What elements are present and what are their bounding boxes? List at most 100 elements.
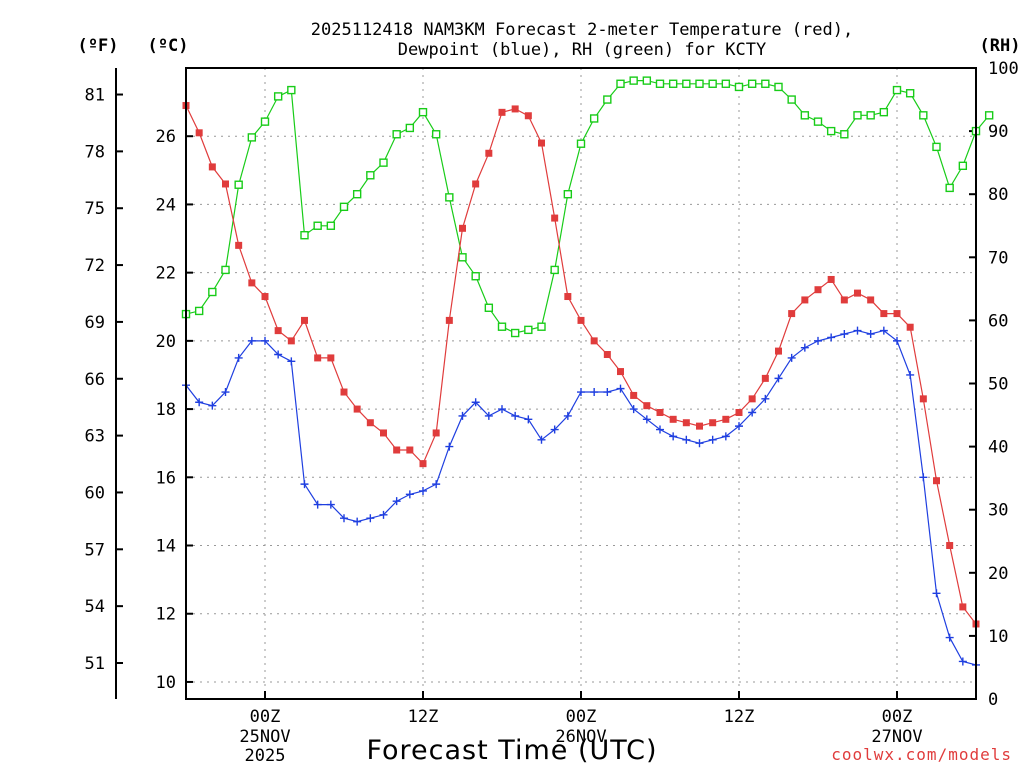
rh-tick-label: 100 — [988, 59, 1019, 79]
rh-point — [774, 82, 783, 92]
rh-point — [905, 89, 915, 98]
temperature-point — [366, 419, 374, 427]
dewpoint-point — [445, 442, 454, 451]
rh-point — [958, 161, 968, 171]
temperature-point — [788, 310, 796, 318]
temperature-point — [867, 296, 875, 304]
temperature-point — [287, 337, 295, 345]
rh-point — [945, 183, 954, 193]
x-tick-label: 12Z — [724, 707, 755, 727]
rh-point — [826, 126, 836, 136]
celsius-unit-label: (ºC) — [148, 36, 189, 56]
dewpoint-point — [840, 330, 849, 339]
temperature-point — [603, 351, 611, 359]
rh-point — [787, 95, 796, 104]
rh-point — [537, 322, 546, 331]
dewpoint-point — [511, 411, 520, 420]
data-series — [181, 76, 994, 669]
rh-point — [287, 85, 296, 95]
dewpoint-point — [471, 398, 480, 407]
dewpoint-point — [682, 435, 691, 444]
rh-tick-label: 40 — [988, 438, 1008, 458]
dewpoint-point — [919, 473, 928, 482]
rh-point — [339, 202, 349, 212]
rh-point — [984, 111, 994, 120]
x-tick-label: 12Z — [408, 707, 439, 727]
rh-point — [734, 82, 744, 92]
fahrenheit-unit-label: (ºF) — [78, 36, 119, 56]
dewpoint-point — [208, 401, 217, 410]
temperature-point — [919, 395, 927, 403]
temperature-point — [933, 477, 940, 485]
x-tick-label: 00Z — [566, 707, 597, 727]
temperature-series — [182, 102, 980, 628]
rh-point — [208, 287, 217, 297]
temperature-point — [682, 419, 690, 427]
rh-point — [366, 171, 375, 180]
rh-point — [234, 180, 243, 189]
temperature-point — [235, 241, 243, 249]
celsius-tick-label: 10 — [156, 673, 176, 693]
rh-unit-label: (RH) — [980, 36, 1021, 56]
rh-tick-label: 20 — [988, 564, 1008, 584]
celsius-tick-label: 24 — [156, 195, 176, 215]
temperature-point — [301, 316, 308, 324]
rh-tick-label: 50 — [988, 375, 1008, 395]
temperature-point — [406, 446, 414, 454]
dewpoint-point — [563, 411, 572, 420]
temperature-point — [735, 408, 743, 416]
dewpoint-point — [524, 415, 533, 424]
rh-tick-label: 70 — [988, 248, 1008, 268]
dewpoint-point — [735, 422, 743, 431]
rh-point — [247, 133, 257, 142]
rh-point — [682, 79, 691, 88]
temperature-point — [538, 139, 545, 147]
temperature-point — [498, 108, 506, 116]
dewpoint-point — [590, 388, 599, 397]
temperature-point — [248, 279, 256, 287]
rh-point — [616, 79, 625, 88]
dewpoint-point — [405, 490, 414, 499]
rh-point — [919, 111, 928, 120]
fahrenheit-tick-label: 54 — [85, 597, 105, 617]
rh-point — [603, 95, 612, 104]
rh-series — [181, 76, 994, 338]
temperature-point — [709, 419, 717, 427]
dewpoint-point — [893, 336, 901, 345]
rh-tick-label: 80 — [988, 185, 1008, 205]
chart-subtitle: Dewpoint (blue), RH (green) for KCTY — [398, 40, 766, 60]
rh-tick-label: 0 — [988, 690, 998, 710]
temperature-point — [208, 163, 216, 171]
rh-point — [840, 130, 849, 139]
plot-frame — [185, 67, 977, 700]
temperature-point — [261, 293, 269, 301]
celsius-tick-label: 16 — [156, 468, 176, 488]
fahrenheit-tick-label: 81 — [85, 86, 105, 106]
dewpoint-point — [906, 370, 915, 379]
temperature-point — [419, 460, 427, 468]
temperature-point — [564, 293, 572, 301]
temperature-point — [840, 296, 848, 304]
dewpoint-point — [708, 435, 717, 444]
celsius-tick-label: 14 — [156, 537, 176, 557]
x-tick-year: 2025 — [245, 746, 286, 766]
rh-point — [313, 221, 322, 230]
rh-point — [892, 85, 902, 95]
dewpoint-point — [616, 384, 625, 393]
temperature-point — [880, 310, 888, 318]
fahrenheit-tick-label: 66 — [85, 370, 105, 390]
rh-point — [800, 111, 810, 120]
x-axis-label: Forecast Time (UTC) — [366, 735, 657, 766]
dewpoint-point — [392, 497, 401, 506]
temperature-point — [274, 327, 282, 335]
dewpoint-point — [326, 500, 335, 509]
dewpoint-point — [537, 435, 546, 444]
fahrenheit-tick-label: 63 — [85, 427, 105, 447]
rh-point — [524, 325, 533, 335]
rh-point — [629, 76, 638, 85]
temperature-point — [669, 415, 677, 423]
temperature-point — [854, 289, 861, 297]
rh-point — [642, 76, 652, 85]
